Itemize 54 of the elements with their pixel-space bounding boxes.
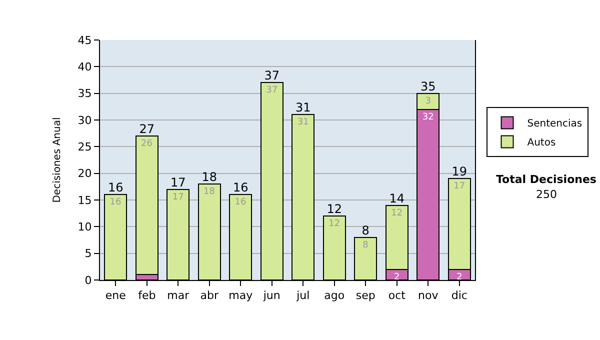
total-label: 37 [264, 68, 280, 83]
total-label: 12 [326, 202, 342, 216]
data-label: 31 [297, 118, 309, 128]
y-tick-label: 5 [84, 247, 92, 260]
total-label: 19 [452, 164, 468, 179]
x-tick-label: ago [324, 289, 345, 302]
x-tick-label: feb [138, 289, 156, 302]
total-label: 17 [170, 175, 186, 190]
data-label: 17 [454, 182, 466, 192]
data-label: 26 [141, 139, 153, 149]
x-tick-label: may [228, 289, 254, 302]
legend-label: Autos [527, 138, 556, 149]
total-label: 16 [108, 180, 124, 195]
y-tick-label: 30 [78, 114, 92, 127]
x-tick-label: oct [388, 289, 406, 302]
total-label: 8 [362, 223, 370, 238]
x-tick-label: sep [356, 289, 376, 302]
x-tick-label: dic [451, 289, 468, 302]
data-label: 16 [110, 198, 122, 208]
y-tick-label: 35 [78, 87, 92, 100]
y-tick-label: 0 [84, 274, 92, 287]
data-label: 12 [328, 219, 340, 229]
data-label: 2 [456, 272, 462, 282]
data-label: 37 [266, 86, 278, 96]
data-label: 3 [425, 96, 431, 106]
data-label: 17 [172, 192, 184, 202]
data-label: 32 [422, 112, 434, 122]
data-label: 8 [362, 240, 369, 250]
y-tick-label: 10 [78, 220, 92, 234]
text: Total Decisiones [496, 173, 597, 186]
text: 250 [536, 188, 557, 201]
x-tick-label: jul [296, 289, 310, 302]
total-label: 16 [232, 180, 248, 195]
y-tick-label: 25 [78, 140, 92, 154]
y-tick-label: 20 [78, 167, 92, 180]
x-tick-label: jun [262, 289, 280, 302]
x-tick-label: nov [418, 289, 439, 302]
total-label: 18 [202, 170, 218, 184]
data-label: 16 [234, 198, 246, 208]
total-label: 14 [389, 191, 405, 206]
y-tick-label: 40 [78, 60, 92, 74]
total-label: 27 [139, 122, 155, 136]
y-tick-label: 45 [78, 34, 92, 47]
data-label: 18 [204, 187, 216, 197]
y-tick-label: 15 [78, 194, 92, 207]
y-axis-title: Decisiones Anual [52, 117, 63, 203]
total-label: 35 [420, 79, 436, 94]
total-label: 31 [295, 100, 311, 115]
data-label: 2 [394, 272, 400, 282]
x-tick-label: abr [200, 289, 219, 302]
x-tick-label: ene [105, 289, 126, 302]
data-label: 12 [391, 208, 403, 218]
x-tick-label: mar [167, 289, 190, 302]
legend-label: Sentencias [527, 118, 582, 130]
